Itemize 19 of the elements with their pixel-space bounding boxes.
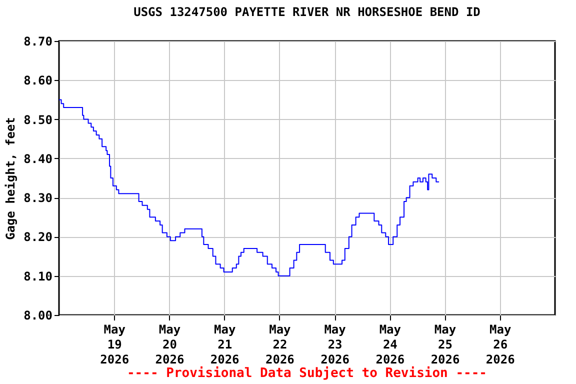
y-tick-label: 8.70 xyxy=(24,34,52,48)
y-tick-label: 8.50 xyxy=(24,112,52,127)
y-tick-label: 8.60 xyxy=(24,74,52,88)
x-tick-label: May 19 2026 xyxy=(100,322,130,366)
x-tick-label: May 22 2026 xyxy=(265,322,294,366)
x-tick-label: May 24 2026 xyxy=(376,322,405,366)
x-tick-label: May 26 2026 xyxy=(486,322,515,366)
y-tick-label: 8.00 xyxy=(24,308,52,322)
y-axis-title: Gage height, feet xyxy=(4,117,18,240)
y-tick-label: 8.20 xyxy=(24,230,52,244)
chart-title: USGS 13247500 PAYETTE RIVER NR HORSESHOE BEND ID xyxy=(134,5,480,19)
y-tick-label: 8.40 xyxy=(24,152,52,166)
text: ---- Provisional Data Subject to Revision ---- xyxy=(126,366,488,381)
x-tick-label: May 20 2026 xyxy=(155,322,184,366)
x-tick-label: May 25 2026 xyxy=(430,322,460,366)
y-tick-label: 8.30 xyxy=(24,191,52,206)
x-tick-label: May 23 2026 xyxy=(320,322,350,366)
x-tick-label: May 21 2026 xyxy=(210,322,240,366)
y-tick-label: 8.10 xyxy=(24,269,52,284)
